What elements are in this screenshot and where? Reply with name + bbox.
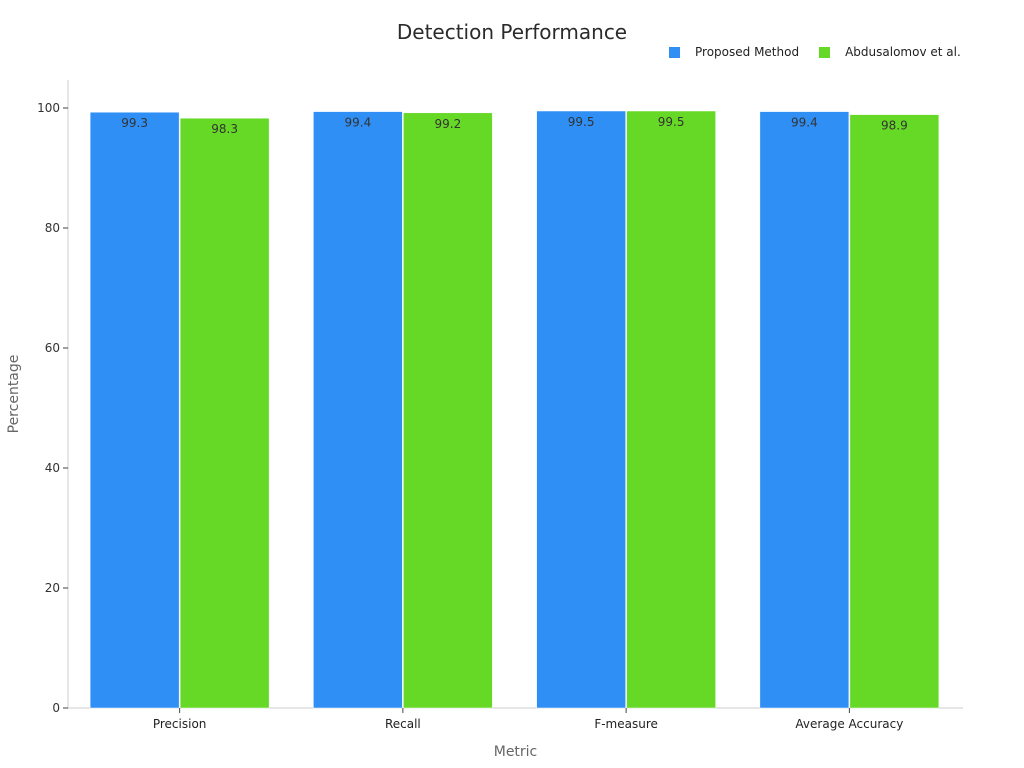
y-tick-label: 0 <box>52 701 60 715</box>
bar-value-label: 99.4 <box>791 116 818 130</box>
x-tick-label: F-measure <box>594 717 658 731</box>
x-tick-label: Recall <box>385 717 421 731</box>
bar-value-label: 99.3 <box>121 116 148 130</box>
bar-value-label: 99.4 <box>345 116 372 130</box>
legend-swatch-proposed-method <box>669 46 680 58</box>
legend-item-abdusalomov[interactable]: Abdusalomov et al. <box>819 45 961 59</box>
y-tick-label: 100 <box>37 101 60 115</box>
bar-value-label: 99.5 <box>568 115 595 129</box>
y-tick-label: 20 <box>45 581 60 595</box>
x-tick-label: Average Accuracy <box>795 717 903 731</box>
y-axis-title: Percentage <box>6 355 22 434</box>
legend-label-proposed-method: Proposed Method <box>695 45 800 59</box>
legend-label-abdusalomov: Abdusalomov et al. <box>845 45 961 59</box>
bar-value-label: 99.2 <box>435 117 462 131</box>
y-tick-label: 40 <box>45 461 60 475</box>
legend-item-proposed-method[interactable]: Proposed Method <box>669 45 799 59</box>
bar-value-label: 99.5 <box>658 115 685 129</box>
bar-1-2[interactable] <box>626 110 716 709</box>
bar-value-label: 98.3 <box>211 122 238 136</box>
bar-value-label: 98.9 <box>881 119 908 133</box>
legend: Proposed Method Abdusalomov et al. <box>669 45 981 59</box>
bar-0-0[interactable] <box>89 111 180 709</box>
legend-swatch-abdusalomov <box>819 46 831 58</box>
y-tick-label: 80 <box>45 221 60 235</box>
bar-0-1[interactable] <box>313 111 403 709</box>
bar-1-3[interactable] <box>849 114 940 709</box>
x-axis-title: Metric <box>494 744 538 760</box>
chart-title: Detection Performance <box>396 20 628 44</box>
y-tick-label: 60 <box>45 341 60 355</box>
bar-1-0[interactable] <box>179 117 270 709</box>
bar-0-2[interactable] <box>536 110 626 709</box>
bar-0-3[interactable] <box>759 111 850 709</box>
bar-1-1[interactable] <box>403 112 493 709</box>
x-tick-label: Precision <box>153 717 207 731</box>
